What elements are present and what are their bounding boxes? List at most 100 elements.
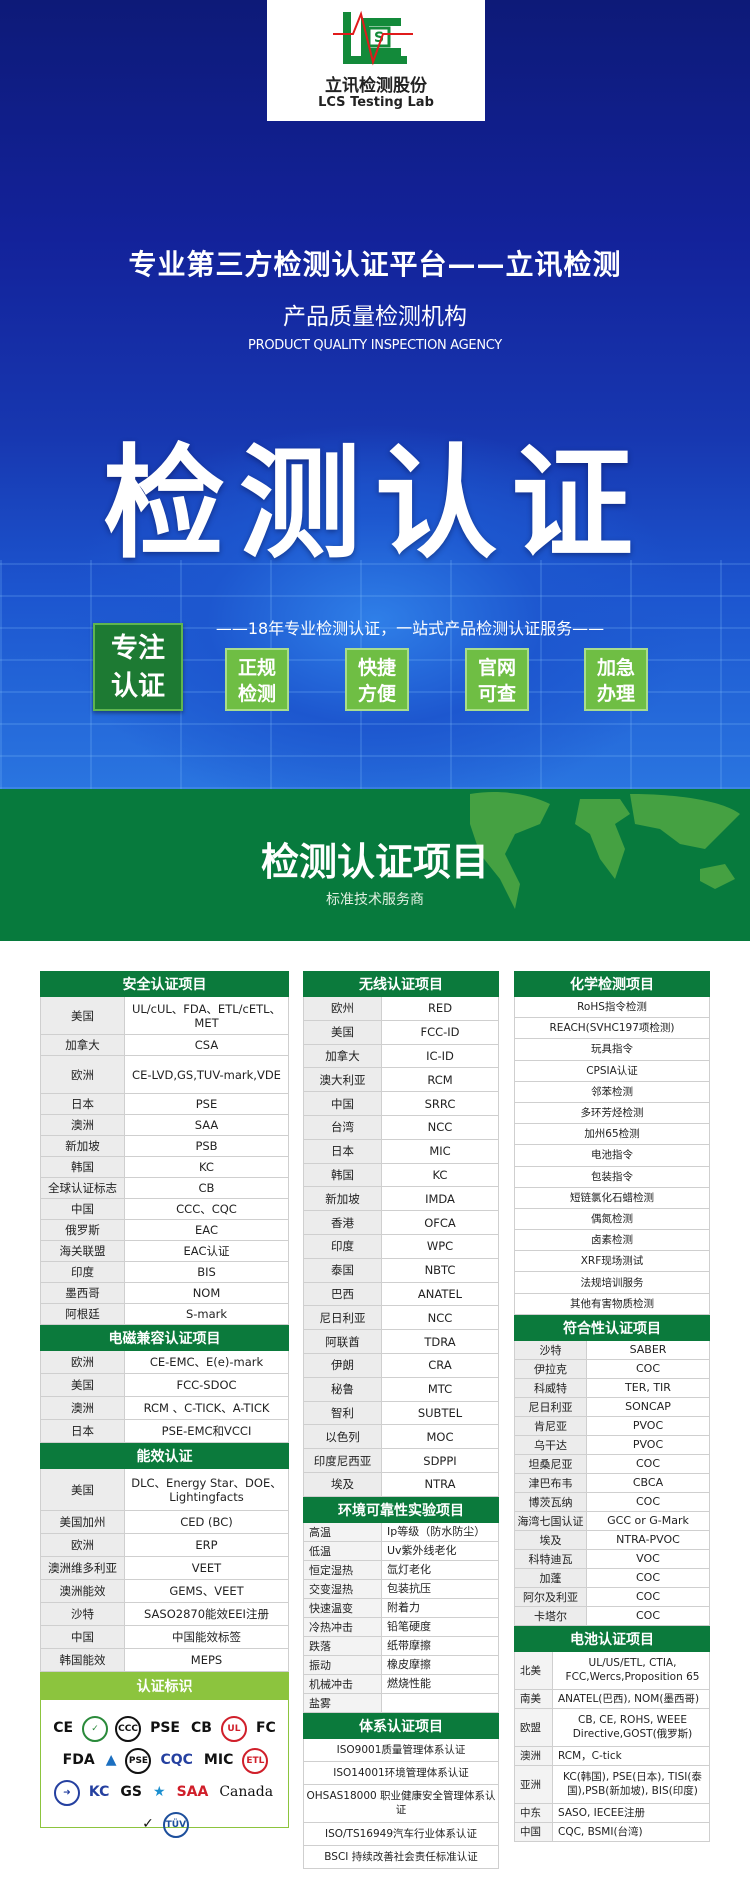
- table-row: 玩具指令: [514, 1039, 710, 1061]
- big-title: 检测认证: [103, 433, 647, 575]
- row-value: COC: [587, 1587, 709, 1606]
- table-row: 南美 ANATEL(巴西), NOM(墨西哥): [514, 1689, 710, 1709]
- row-label: 尼日利亚: [304, 1306, 382, 1330]
- table-row: 美国 FCC-SDOC: [40, 1374, 289, 1397]
- table-row: 新加坡 PSB: [40, 1136, 289, 1157]
- row-value: COC: [587, 1454, 709, 1473]
- row-value: SUBTEL: [382, 1401, 498, 1425]
- row-label: 阿联酋: [304, 1330, 382, 1353]
- table-row: 冷热冲击 铅笔硬度: [303, 1617, 499, 1637]
- table-row: 坦桑尼亚 COC: [514, 1454, 710, 1474]
- table-row: 韩国 KC: [40, 1157, 289, 1178]
- row-value: MOC: [382, 1425, 498, 1449]
- row-label: 欧州: [304, 997, 382, 1020]
- feature-line: 官网: [477, 657, 516, 679]
- row-value: CE-LVD,GS,TUV-mark,VDE: [125, 1056, 288, 1093]
- row-label: 机械冲击: [304, 1674, 382, 1693]
- row-value: IC-ID: [382, 1044, 498, 1068]
- table-row: OHSAS18000 职业健康安全管理体系认证: [303, 1784, 499, 1823]
- row-label: 澳大利亚: [304, 1068, 382, 1092]
- table-row: 伊朗 CRA: [303, 1353, 499, 1378]
- row-value: VOC: [587, 1549, 709, 1568]
- row-label: 日本: [304, 1139, 382, 1163]
- row-value: MTC: [382, 1377, 498, 1401]
- row-value: SABER: [587, 1340, 709, 1359]
- row-value: UL/cUL、FDA、ETL/cETL、MET: [125, 997, 288, 1034]
- table-row: 机械冲击 燃烧性能: [303, 1674, 499, 1694]
- etl-mark-icon: ETL: [242, 1748, 269, 1774]
- table-row: 振动 橡皮摩擦: [303, 1655, 499, 1675]
- row-value: SONCAP: [587, 1397, 709, 1416]
- row-label: 新加坡: [304, 1187, 382, 1211]
- row-value: 偶氮检测: [515, 1208, 709, 1230]
- row-label: 海关联盟: [41, 1241, 125, 1261]
- logo-name-en: LCS Testing Lab: [318, 95, 434, 110]
- row-label: 欧洲: [41, 1351, 125, 1373]
- table-row: 澳大利亚 RCM: [303, 1068, 499, 1093]
- row-value: ISO9001质量管理体系认证: [304, 1738, 498, 1761]
- banner-title: 检测认证项目: [260, 840, 489, 884]
- row-value: 附着力: [382, 1598, 498, 1617]
- fcc-mark-icon: FC: [255, 1720, 276, 1736]
- table-row: 其他有害物质检测: [514, 1293, 710, 1315]
- row-value: UL/US/ETL, CTIA, FCC,Wercs,Proposition 6…: [553, 1651, 709, 1689]
- row-label: 中东: [515, 1803, 553, 1822]
- feature-line: 快捷: [357, 657, 396, 679]
- row-label: 欧盟: [515, 1708, 553, 1746]
- lcs-logo-icon: S: [333, 10, 413, 66]
- table-row: 海关联盟 EAC认证: [40, 1241, 289, 1262]
- row-label: 卡塔尔: [515, 1606, 587, 1625]
- table-row: RoHS指令检测: [514, 997, 710, 1019]
- row-label: 跌落: [304, 1636, 382, 1655]
- row-value: CQC, BSMI(台湾): [553, 1822, 709, 1841]
- wireless-section-header: 无线认证项目: [303, 971, 499, 997]
- tagline: ——18年专业检测认证，一站式产品检测认证服务——: [215, 619, 605, 638]
- row-value: CBCA: [587, 1473, 709, 1492]
- table-row: 澳洲能效 GEMS、VEET: [40, 1580, 289, 1603]
- row-label: 阿尔及利亚: [515, 1587, 587, 1606]
- pse-diamond-icon: PSE: [150, 1720, 180, 1736]
- row-label: 埃及: [304, 1472, 382, 1496]
- row-value: VEET: [125, 1557, 288, 1579]
- environment-section-header: 环境可靠性实验项目: [303, 1496, 499, 1523]
- system-section-header: 体系认证项目: [303, 1712, 499, 1739]
- row-value: ANATEL: [382, 1282, 498, 1306]
- row-label: 中国: [41, 1199, 125, 1219]
- hero-banner: S 立讯检测股份 LCS Testing Lab 专业第三方检测认证平台——立讯…: [0, 0, 750, 789]
- tuv-triangle-icon: ▲: [105, 1752, 117, 1768]
- table-row: 印度 BIS: [40, 1262, 289, 1283]
- table-row: 亚洲 KC(韩国), PSE(日本), TISI(泰国),PSB(新加坡), BI…: [514, 1765, 710, 1804]
- ul-mark-icon: UL: [220, 1716, 247, 1742]
- table-row: 秘鲁 MTC: [303, 1377, 499, 1402]
- row-value: 包装指令: [515, 1166, 709, 1187]
- table-row: 北美 UL/US/ETL, CTIA, FCC,Wercs,Proposition…: [514, 1651, 710, 1690]
- feature-badge: 加急 办理: [584, 648, 648, 711]
- table-row: 快速温变 附着力: [303, 1598, 499, 1618]
- table-row: 加州65检测: [514, 1124, 710, 1146]
- energy-section-header: 能效认证: [40, 1443, 289, 1469]
- feature-line: 检测: [237, 683, 276, 705]
- row-label: 印度尼西亚: [304, 1449, 382, 1472]
- row-value: S-mark: [125, 1304, 288, 1324]
- row-value: 燃烧性能: [382, 1674, 498, 1693]
- row-value: CRA: [382, 1353, 498, 1377]
- table-row: 尼日利亚 NCC: [303, 1306, 499, 1331]
- row-value: 短链氯化石蜡检测: [515, 1187, 709, 1208]
- headline: 专业第三方检测认证平台——立讯检测: [128, 248, 622, 281]
- table-row: 欧洲 CE-EMC、E(e)-mark: [40, 1351, 289, 1374]
- row-value: 纸带摩擦: [382, 1636, 498, 1655]
- subtitle-cn: 产品质量检测机构: [283, 304, 467, 330]
- table-row: 盐雾: [303, 1693, 499, 1713]
- row-value: 玩具指令: [515, 1039, 709, 1060]
- row-value: ANATEL(巴西), NOM(墨西哥): [553, 1689, 709, 1708]
- table-row: 肯尼亚 PVOC: [514, 1416, 710, 1436]
- row-value: WPC: [382, 1234, 498, 1258]
- row-value: KC(韩国), PSE(日本), TISI(泰国),PSB(新加坡), BIS(…: [553, 1765, 709, 1803]
- table-row: 阿联酋 TDRA: [303, 1330, 499, 1354]
- row-value: RCM，C-tick: [553, 1746, 709, 1765]
- table-row: 澳洲 SAA: [40, 1115, 289, 1136]
- row-label: 冷热冲击: [304, 1617, 382, 1636]
- row-value: MIC: [382, 1139, 498, 1163]
- row-label: 香港: [304, 1211, 382, 1234]
- row-value: 法规培训服务: [515, 1272, 709, 1293]
